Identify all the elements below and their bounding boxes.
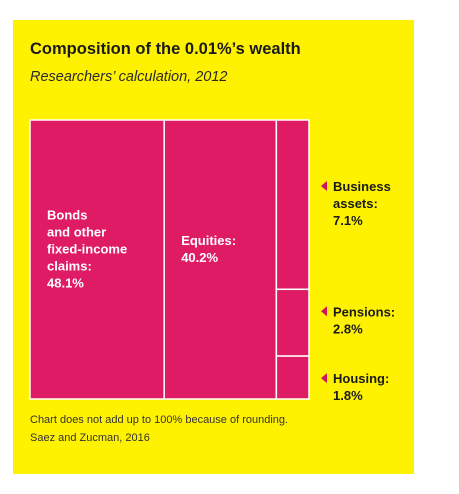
label-equities: Equities: 40.2% — [181, 233, 236, 265]
chart-subtitle: Researchers’ calculation, 2012 — [30, 69, 228, 85]
treemap-chart: Bonds and other fixed-income claims: 48.1% Eq… — [29, 119, 395, 403]
segment-pensions — [275, 288, 310, 357]
label-pensions: Pensions: 2.8% — [333, 304, 395, 336]
chart-note: Chart does not add up to 100% because of… — [30, 414, 289, 426]
chart-source: Saez and Zucman, 2016 — [30, 432, 150, 444]
label-housing: Housing: 1.8% — [333, 371, 389, 403]
arrow-housing — [321, 373, 327, 384]
label-bonds-and-other-fixed-income-claims: Bonds and other fixed-income claims: 48.1% — [47, 208, 127, 291]
label-business-assets: Business assets: 7.1% — [333, 179, 391, 228]
chart-panel: Composition of the 0.01%’s wealth Resear… — [13, 20, 414, 474]
segment-bonds-and-other-fixed-income-claims — [29, 119, 165, 400]
arrow-pensions — [321, 306, 327, 317]
segment-business-assets — [275, 119, 310, 291]
chart-title: Composition of the 0.01%’s wealth — [30, 40, 301, 58]
arrow-business-assets — [321, 181, 327, 191]
segment-equities — [163, 119, 278, 400]
segment-housing — [275, 355, 310, 400]
